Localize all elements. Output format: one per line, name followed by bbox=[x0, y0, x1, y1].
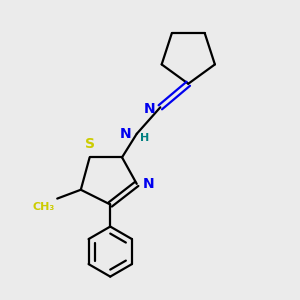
Text: N: N bbox=[120, 127, 131, 141]
Text: CH₃: CH₃ bbox=[32, 202, 54, 212]
Text: N: N bbox=[143, 102, 155, 116]
Text: S: S bbox=[85, 137, 94, 151]
Text: H: H bbox=[140, 133, 149, 143]
Text: N: N bbox=[142, 177, 154, 191]
